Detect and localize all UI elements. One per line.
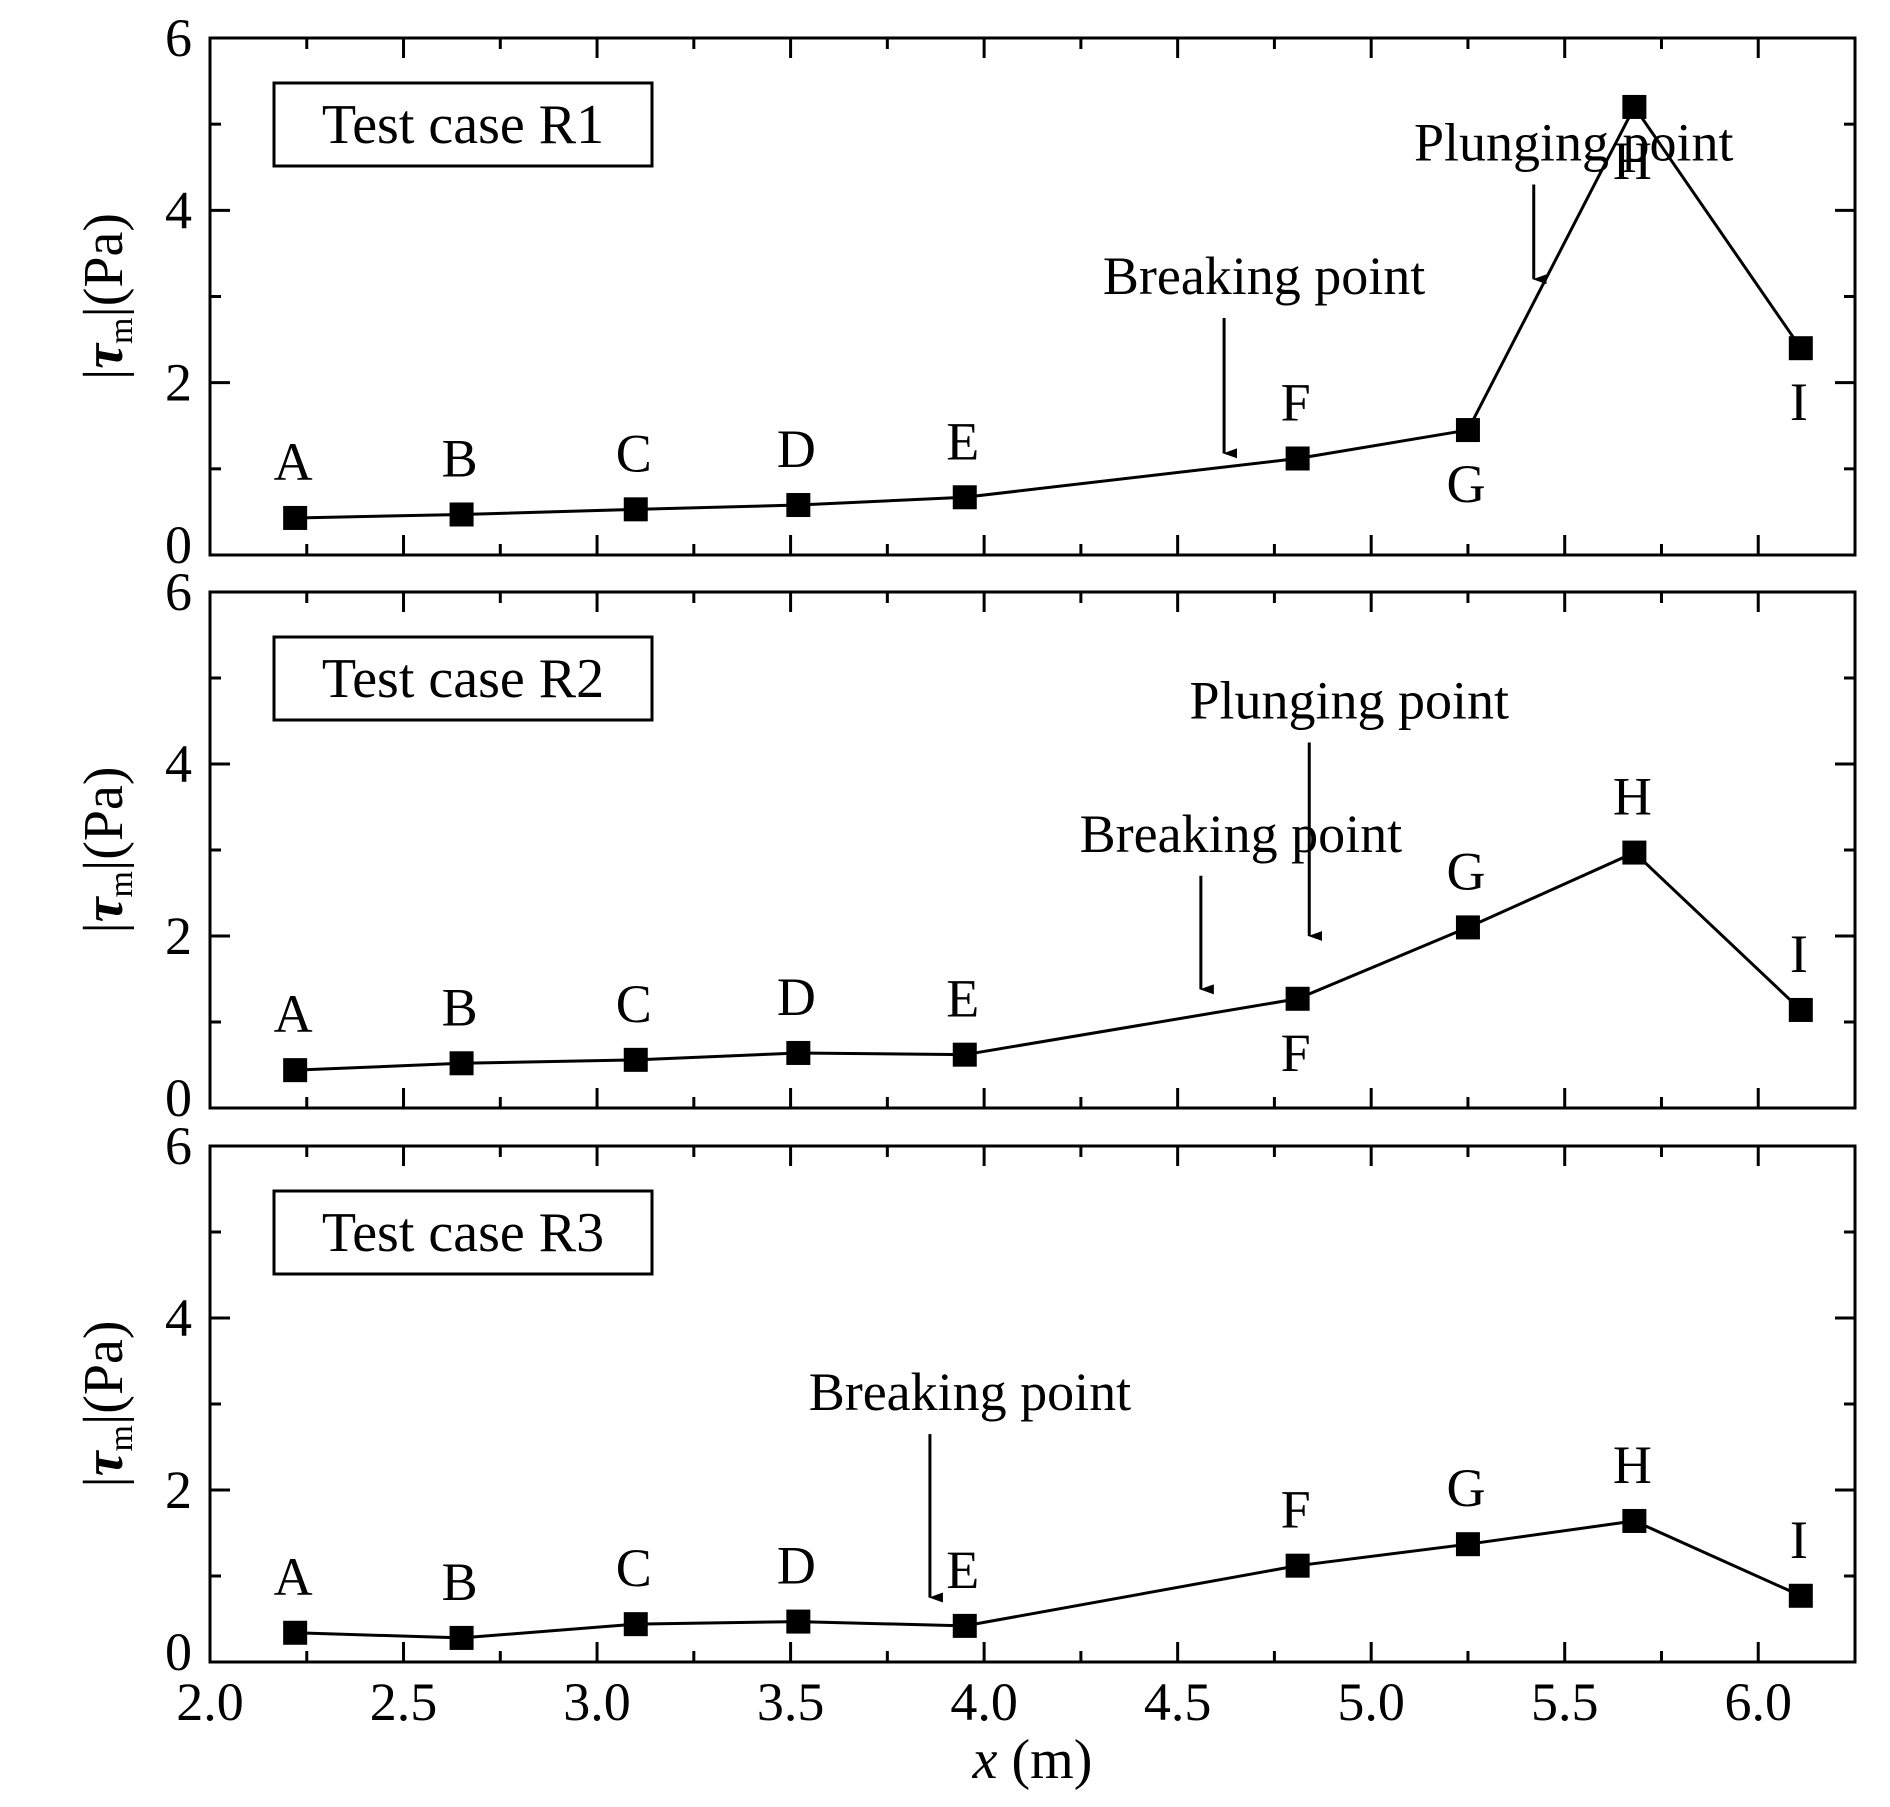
point-label-G: G bbox=[1446, 454, 1485, 514]
data-point-E bbox=[952, 1042, 977, 1067]
data-point-I bbox=[1788, 997, 1813, 1022]
point-label-C: C bbox=[616, 974, 652, 1034]
x-axis-title: x (m) bbox=[972, 1729, 1093, 1791]
y-tick-label: 4 bbox=[165, 734, 192, 794]
series-line bbox=[295, 1519, 1802, 1640]
point-label-D: D bbox=[777, 967, 816, 1027]
data-point-H bbox=[1622, 840, 1647, 865]
data-point-A bbox=[283, 1620, 308, 1645]
point-label-D: D bbox=[777, 419, 816, 479]
point-label-H: H bbox=[1613, 131, 1652, 191]
point-label-G: G bbox=[1446, 841, 1485, 901]
annotation-1: Breaking point bbox=[1103, 246, 1425, 306]
y-tick-label: 6 bbox=[165, 8, 192, 68]
point-label-E: E bbox=[946, 969, 979, 1029]
x-tick-label: 4.0 bbox=[950, 1672, 1018, 1732]
point-label-E: E bbox=[946, 411, 979, 471]
x-tick-label: 3.5 bbox=[757, 1672, 825, 1732]
annotation-2: Plunging point bbox=[1414, 112, 1734, 172]
case-label-box bbox=[272, 1189, 654, 1276]
point-label-I: I bbox=[1790, 372, 1808, 432]
data-point-F bbox=[1285, 1553, 1310, 1578]
data-point-E bbox=[952, 1613, 977, 1638]
case-label: Test case R3 bbox=[322, 1202, 604, 1264]
point-label-A: A bbox=[274, 432, 313, 492]
y-tick-label: 0 bbox=[165, 1622, 192, 1682]
point-label-F: F bbox=[1281, 372, 1311, 432]
point-label-C: C bbox=[616, 1538, 652, 1598]
data-point-G bbox=[1455, 915, 1480, 940]
y-tick-label: 6 bbox=[165, 562, 192, 622]
point-label-H: H bbox=[1613, 1435, 1652, 1495]
data-point-F bbox=[1285, 986, 1310, 1011]
y-tick-label: 2 bbox=[165, 906, 192, 966]
data-point-A bbox=[283, 1058, 308, 1083]
x-tick-label: 6.0 bbox=[1724, 1672, 1792, 1732]
point-label-H: H bbox=[1613, 767, 1652, 827]
y-tick-label: 4 bbox=[165, 1288, 192, 1348]
data-point-G bbox=[1455, 418, 1480, 443]
point-label-I: I bbox=[1790, 924, 1808, 984]
point-label-E: E bbox=[946, 1540, 979, 1600]
y-tick-label: 6 bbox=[165, 1116, 192, 1176]
case-label-box bbox=[272, 635, 654, 722]
data-point-F bbox=[1285, 446, 1310, 471]
data-point-B bbox=[449, 1051, 474, 1076]
data-point-B bbox=[449, 1625, 474, 1650]
x-tick-label: 2.5 bbox=[370, 1672, 438, 1732]
point-label-F: F bbox=[1281, 1480, 1311, 1540]
y-tick-label: 4 bbox=[165, 180, 192, 240]
y-tick-label: 0 bbox=[165, 515, 192, 575]
y-tick-label: 2 bbox=[165, 353, 192, 413]
x-tick-label: 5.5 bbox=[1531, 1672, 1599, 1732]
data-point-C bbox=[623, 1047, 648, 1072]
point-label-A: A bbox=[274, 1547, 313, 1607]
x-tick-label: 5.0 bbox=[1337, 1672, 1405, 1732]
point-label-C: C bbox=[616, 423, 652, 483]
data-point-D bbox=[786, 1040, 811, 1065]
y-axis-title: |τm|(Pa) bbox=[73, 766, 140, 933]
data-point-H bbox=[1622, 1508, 1647, 1533]
data-point-A bbox=[283, 505, 308, 530]
point-label-B: B bbox=[442, 977, 478, 1037]
x-tick-label: 3.0 bbox=[563, 1672, 631, 1732]
data-point-G bbox=[1455, 1532, 1480, 1557]
panel-1: 0 2 4 6 |τm|(Pa) Test case R1 A B C D E F G H I Breakin… bbox=[73, 8, 1857, 575]
panel-3: 0 2 4 6 |τm|(Pa) Test case R3 A B C D E F G H I Breakin… bbox=[73, 1116, 1857, 1791]
data-point-I bbox=[1788, 1583, 1813, 1608]
case-label-box bbox=[272, 81, 654, 168]
data-point-D bbox=[786, 493, 811, 518]
y-tick-label: 2 bbox=[165, 1460, 192, 1520]
case-label: Test case R2 bbox=[322, 648, 604, 710]
x-tick-label: 2.0 bbox=[176, 1672, 244, 1732]
annotation-1: Breaking point bbox=[1080, 804, 1402, 864]
panel-2: 0 2 4 6 |τm|(Pa) Test case R2 A B C D E F G H I Breakin… bbox=[73, 562, 1857, 1128]
point-label-B: B bbox=[442, 429, 478, 489]
y-tick-label: 0 bbox=[165, 1068, 192, 1128]
case-label: Test case R1 bbox=[322, 94, 604, 156]
y-axis-title: |τm|(Pa) bbox=[73, 213, 140, 380]
x-tick-label: 4.5 bbox=[1144, 1672, 1212, 1732]
point-label-A: A bbox=[274, 984, 313, 1044]
data-point-E bbox=[952, 485, 977, 510]
point-label-B: B bbox=[442, 1552, 478, 1612]
point-label-D: D bbox=[777, 1536, 816, 1596]
data-point-H bbox=[1622, 94, 1647, 119]
y-axis-title: |τm|(Pa) bbox=[73, 1320, 140, 1487]
series-line bbox=[295, 850, 1802, 1072]
point-label-F: F bbox=[1281, 1023, 1311, 1083]
data-point-B bbox=[449, 502, 474, 527]
point-label-I: I bbox=[1790, 1510, 1808, 1570]
data-point-C bbox=[623, 1612, 648, 1637]
annotation-2: Plunging point bbox=[1189, 671, 1509, 731]
data-point-C bbox=[623, 497, 648, 522]
annotation-1: Breaking point bbox=[809, 1362, 1131, 1422]
point-label-G: G bbox=[1446, 1458, 1485, 1518]
data-point-D bbox=[786, 1609, 811, 1634]
data-point-I bbox=[1788, 336, 1813, 361]
